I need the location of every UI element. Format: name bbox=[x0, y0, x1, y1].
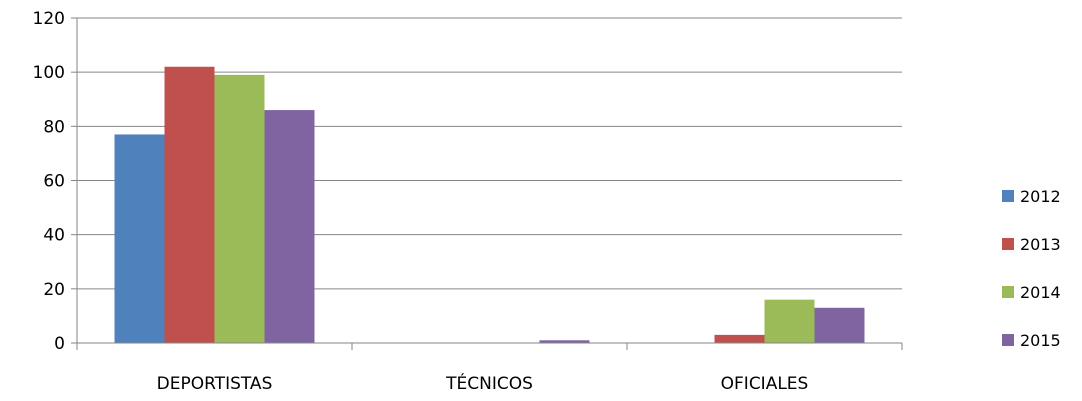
legend-swatch-2014 bbox=[1002, 286, 1014, 298]
legend-swatch-2015 bbox=[1002, 334, 1014, 346]
bar-2013-2 bbox=[715, 335, 765, 343]
legend-swatch-2012 bbox=[1002, 190, 1014, 202]
legend: 2012 2013 2014 2015 bbox=[1002, 187, 1061, 350]
bar-2014-2 bbox=[765, 300, 815, 343]
bar-2015-2 bbox=[815, 308, 865, 343]
y-tick-label: 60 bbox=[43, 172, 65, 192]
x-category-labels: DEPORTISTAS TÉCNICOS OFICIALES bbox=[157, 372, 809, 394]
legend-label: 2013 bbox=[1020, 235, 1061, 254]
y-tick-label: 120 bbox=[33, 9, 65, 29]
bars bbox=[115, 67, 865, 343]
x-category-label: TÉCNICOS bbox=[445, 372, 533, 394]
x-category-label: OFICIALES bbox=[721, 374, 809, 394]
y-tick-label: 40 bbox=[43, 226, 65, 246]
x-category-label: DEPORTISTAS bbox=[157, 374, 273, 394]
bar-2014-0 bbox=[215, 75, 265, 343]
y-tick-label: 100 bbox=[33, 63, 65, 83]
legend-label: 2014 bbox=[1020, 283, 1061, 302]
y-tick-label: 20 bbox=[43, 280, 65, 300]
y-tick-label: 0 bbox=[54, 334, 65, 354]
legend-label: 2015 bbox=[1020, 331, 1061, 350]
bar-2012-0 bbox=[115, 134, 165, 343]
y-tick-label: 80 bbox=[43, 117, 65, 137]
legend-label: 2012 bbox=[1020, 187, 1061, 206]
bar-2015-0 bbox=[265, 110, 315, 343]
bar-2013-0 bbox=[165, 67, 215, 343]
legend-swatch-2013 bbox=[1002, 238, 1014, 250]
y-tick-labels: 0 20 40 60 80 100 120 bbox=[33, 9, 65, 354]
